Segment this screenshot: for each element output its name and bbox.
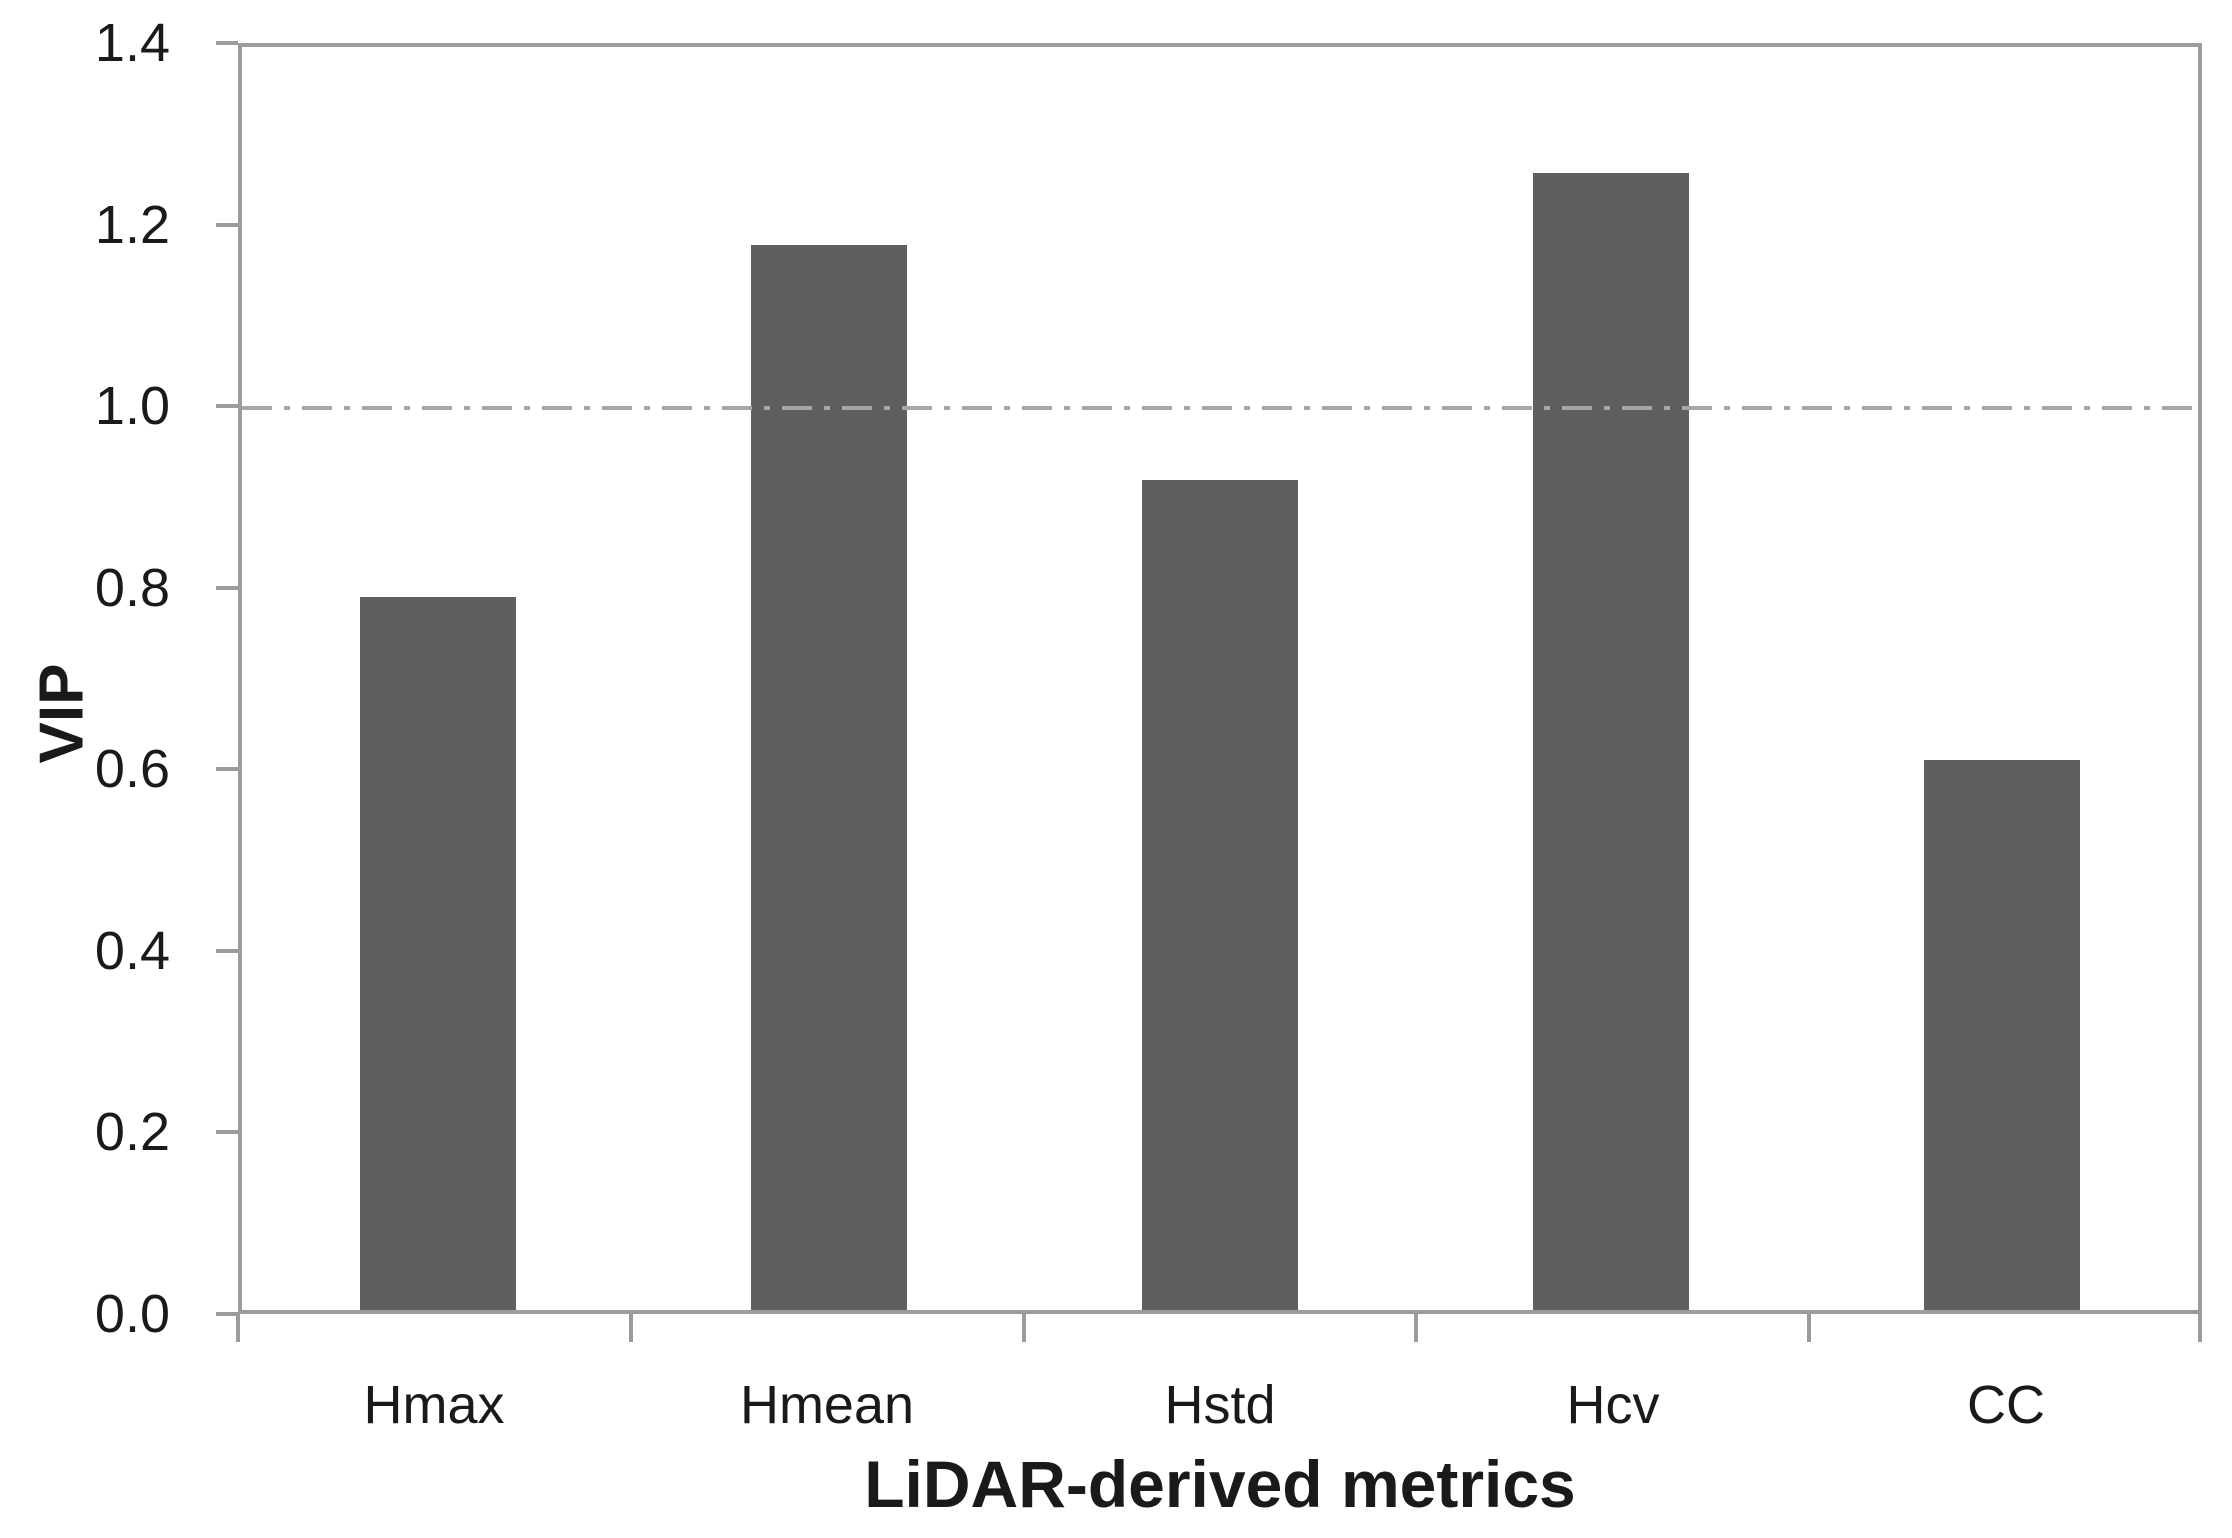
x-axis-title: LiDAR-derived metrics — [864, 1447, 1576, 1521]
category-boundary-tick — [1414, 1314, 1418, 1342]
bar-Hstd — [1142, 480, 1298, 1310]
y-tick-label: 0.2 — [94, 1102, 170, 1162]
plot-area — [238, 43, 2202, 1314]
y-tick-label: 1.0 — [94, 376, 170, 436]
bar-Hmax — [360, 597, 516, 1310]
bar-Hcv — [1533, 173, 1689, 1310]
category-label-Hmax: Hmax — [363, 1375, 505, 1435]
category-boundary-tick — [236, 1314, 240, 1342]
y-tick — [216, 949, 238, 953]
y-tick-label: 0.8 — [94, 558, 170, 618]
y-tick-label: 0.0 — [94, 1284, 170, 1344]
category-label-Hcv: Hcv — [1566, 1375, 1660, 1435]
bar-Hmean — [751, 245, 907, 1310]
y-tick — [216, 767, 238, 771]
category-boundary-tick — [1022, 1314, 1026, 1342]
y-tick-label: 0.6 — [94, 739, 170, 799]
category-label-Hmean: Hmean — [739, 1375, 915, 1435]
y-tick — [216, 404, 238, 408]
y-tick — [216, 1312, 238, 1316]
y-tick — [216, 41, 238, 45]
bar-CC — [1924, 760, 2080, 1310]
y-tick — [216, 586, 238, 590]
y-tick-label: 1.4 — [94, 13, 170, 73]
category-boundary-tick — [2198, 1314, 2202, 1342]
y-tick-label: 1.2 — [94, 195, 170, 255]
y-tick-label: 0.4 — [94, 921, 170, 981]
category-label-CC: CC — [1967, 1375, 2045, 1435]
category-boundary-tick — [1807, 1314, 1811, 1342]
reference-line — [242, 406, 2198, 410]
y-tick — [216, 223, 238, 227]
y-tick — [216, 1130, 238, 1134]
category-boundary-tick — [629, 1314, 633, 1342]
category-label-Hstd: Hstd — [1164, 1375, 1276, 1435]
plot-inner — [242, 47, 2198, 1310]
